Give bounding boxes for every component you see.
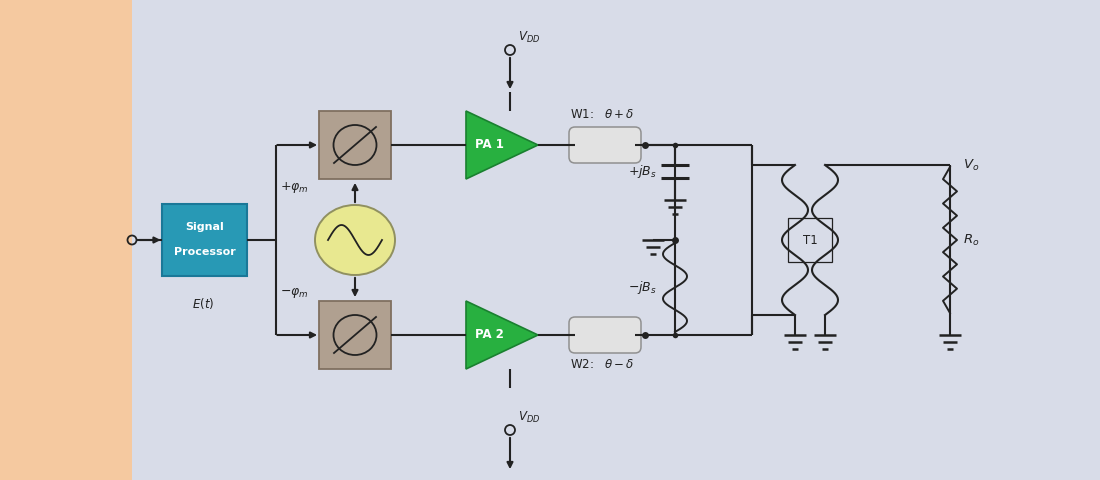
- FancyBboxPatch shape: [569, 127, 641, 163]
- Text: T1: T1: [803, 233, 817, 247]
- Text: Signal: Signal: [186, 222, 224, 232]
- Text: $V_o$: $V_o$: [962, 157, 979, 172]
- Text: $+jB_s$: $+jB_s$: [628, 163, 657, 180]
- Text: $E(t)$: $E(t)$: [191, 296, 214, 311]
- Text: W2:   $\theta - \delta$: W2: $\theta - \delta$: [570, 359, 635, 372]
- Text: $+\varphi_m$: $+\varphi_m$: [279, 180, 308, 195]
- Bar: [788, 218, 832, 262]
- Text: $-jB_s$: $-jB_s$: [628, 279, 657, 296]
- Polygon shape: [0, 0, 132, 480]
- Bar: [319, 301, 390, 369]
- Bar: [163, 204, 248, 276]
- Text: $R_o$: $R_o$: [962, 232, 979, 248]
- FancyBboxPatch shape: [569, 317, 641, 353]
- Text: $V_{DD}$: $V_{DD}$: [518, 409, 540, 424]
- Text: $-\varphi_m$: $-\varphi_m$: [279, 286, 308, 300]
- Text: Processor: Processor: [174, 247, 235, 257]
- Polygon shape: [466, 301, 538, 369]
- Ellipse shape: [315, 205, 395, 275]
- Polygon shape: [466, 111, 538, 179]
- Text: PA 2: PA 2: [474, 328, 504, 341]
- Text: PA 1: PA 1: [474, 139, 504, 152]
- Bar: [319, 111, 390, 179]
- Text: W1:   $\theta + \delta$: W1: $\theta + \delta$: [570, 108, 635, 121]
- Text: $V_{DD}$: $V_{DD}$: [518, 29, 540, 45]
